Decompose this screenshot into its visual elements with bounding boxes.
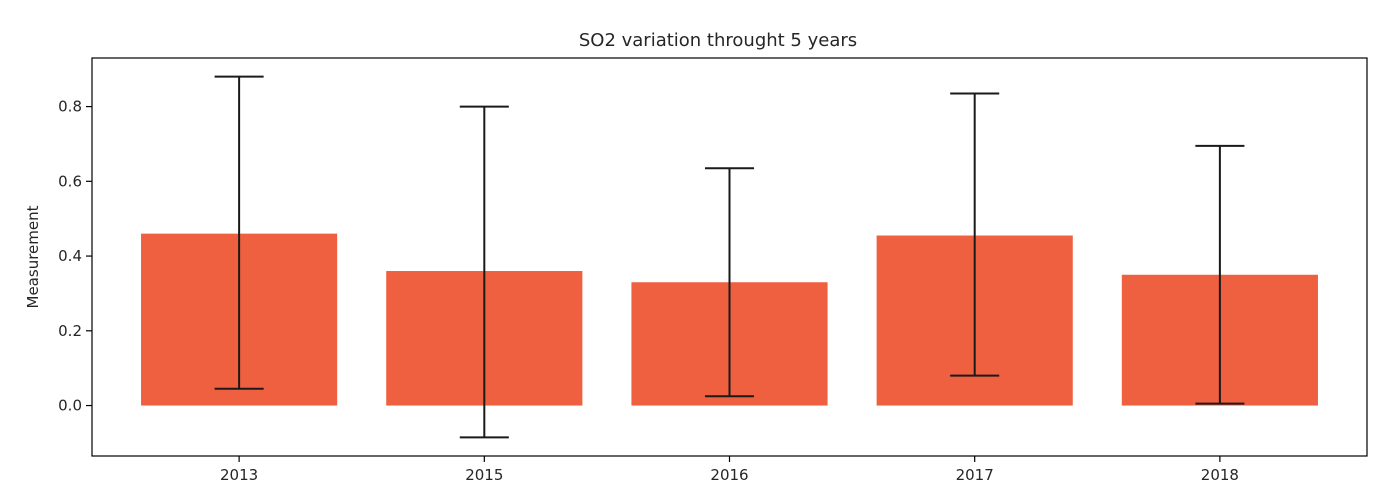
y-axis-label: Measurement	[24, 205, 42, 308]
x-tick-label: 2017	[956, 466, 994, 484]
x-tick-label: 2013	[220, 466, 258, 484]
y-tick-label: 0.8	[58, 98, 82, 116]
chart-title: SO2 variation throught 5 years	[579, 30, 857, 51]
y-tick-label: 0.4	[58, 247, 82, 265]
plot-area	[141, 75, 1318, 439]
y-tick-label: 0.2	[58, 322, 82, 340]
x-tick-label: 2015	[465, 466, 503, 484]
y-tick-label: 0.6	[58, 172, 82, 190]
axes: 0.0 0.2 0.4 0.6 0.8 2013 2015 2016 2017 2018	[58, 57, 1368, 484]
x-tick-label: 2016	[710, 466, 748, 484]
x-tick-label: 2018	[1201, 466, 1239, 484]
y-tick-label: 0.0	[58, 397, 82, 415]
